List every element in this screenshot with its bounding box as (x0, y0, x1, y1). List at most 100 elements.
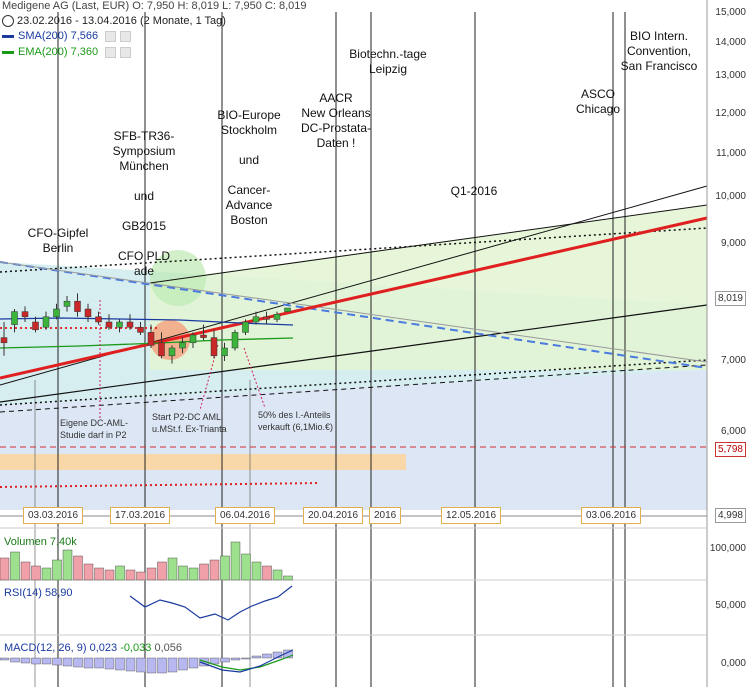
trend-line-dotted (0, 227, 708, 273)
lower-dotted (0, 482, 321, 488)
settings-icon[interactable] (105, 30, 117, 42)
volume-bar (62, 549, 73, 581)
y-tick: 9,000 (720, 238, 746, 249)
legend-ema[interactable]: EMA(200) 7,360 (2, 46, 132, 58)
macd-bar (251, 655, 262, 659)
annotation-cfo: CFO-Gipfel Berlin (27, 226, 89, 255)
macd-bar (241, 657, 251, 660)
volume-bar (41, 567, 52, 581)
macd-bar (230, 657, 241, 661)
candle-body (273, 313, 281, 320)
trend-line-dashed (0, 364, 708, 413)
downtrend-line (0, 261, 708, 369)
candle-body (158, 342, 165, 357)
macd-legend[interactable]: MACD(12, 26, 9) 0,023 -0,033 0,056 (4, 642, 182, 654)
macd-bar (199, 657, 209, 667)
date-range-text: 23.02.2016 - 13.04.2016 (2 Monate, 1 Tag… (17, 15, 226, 27)
volume-bar (199, 563, 209, 581)
y-tick: 15,000 (715, 7, 746, 18)
macd-bar (136, 657, 146, 673)
candle-body (189, 334, 197, 344)
support-band (0, 454, 406, 470)
annotation-biotech: Biotechn.-tage Leipzig (349, 47, 427, 76)
volume-bar (52, 559, 62, 581)
volume-bar (94, 567, 104, 581)
macd-value-2: -0,033 (120, 642, 152, 654)
annotation-bioeurope: BIO-Europe Stockholm und Cancer- Advance… (217, 108, 281, 227)
volume-bar (20, 561, 31, 581)
macd-bar (83, 657, 94, 669)
resistance-circle (150, 250, 206, 306)
volume-bar (262, 565, 272, 581)
close-icon[interactable] (120, 30, 132, 42)
annotation-sold: 50% des I.-Anteils verkauft (6,1Mio.€) (258, 410, 334, 432)
date-label: 06.04.2016 (215, 507, 276, 524)
candle-body (32, 321, 39, 331)
candle-body (42, 316, 50, 328)
channel-fill-green (150, 205, 707, 370)
date-range: 23.02.2016 - 13.04.2016 (2 Monate, 1 Tag… (2, 15, 226, 28)
volume-bar (178, 565, 188, 581)
annotation-p2: Start P2-DC AML u.MSt.f. Ex-Trianta (152, 412, 227, 434)
volume-bar (230, 541, 241, 581)
channel-line (0, 261, 708, 363)
macd-bar (167, 657, 178, 673)
trend-line (0, 304, 708, 403)
volume-axis: 100,000 (709, 543, 746, 554)
date-label: 03.06.2016 (581, 507, 642, 524)
macd-bar (73, 657, 83, 668)
macd-bar (41, 657, 52, 665)
candle-body (84, 308, 92, 318)
volume-bar (0, 557, 10, 581)
volume-legend[interactable]: Volumen 7,40k (4, 536, 77, 548)
legend-sma[interactable]: SMA(200) 7,566 (2, 30, 132, 42)
ema-value: 7,360 (70, 46, 99, 58)
candle-body (74, 300, 81, 312)
chart-title: Medigene AG (Last, EUR) O: 7,950 H: 8,01… (2, 0, 307, 12)
volume-bar (31, 565, 41, 581)
rsi-line (129, 585, 293, 621)
volume-label: Volumen (4, 536, 47, 548)
candle-body (137, 326, 144, 333)
sma-value: 7,566 (70, 30, 99, 42)
volume-bar (10, 551, 20, 581)
candle-body (263, 316, 270, 320)
macd-value-3: 0,056 (154, 642, 182, 654)
trend-line-dotted (0, 359, 708, 406)
pointer-line (243, 347, 266, 409)
annotation-aacr: AACR New Orleans DC-Prostata- Daten ! (300, 91, 371, 150)
annotation-dcaml: Eigene DC-AML- Studie darf in P2 (60, 418, 129, 440)
volume-value: 7,40k (49, 536, 77, 548)
candle-body (168, 347, 176, 357)
volume-bar (157, 561, 167, 581)
candle-body (53, 308, 60, 318)
annotation-q1: Q1-2016 (450, 184, 498, 198)
volume-bar (73, 555, 83, 581)
settings-icon[interactable] (105, 46, 117, 58)
pointer-line (199, 344, 219, 411)
close-icon[interactable] (120, 46, 132, 58)
volume-bar (125, 569, 136, 581)
volume-bar (167, 557, 178, 581)
macd-bar (115, 657, 125, 671)
y-tick: 11,000 (716, 148, 746, 159)
date-label: 2016 (369, 507, 402, 524)
rsi-legend[interactable]: RSI(14) 58,90 (4, 587, 73, 599)
low-price-tag: 4,998 (714, 508, 746, 523)
macd-value-1: 0,023 (89, 642, 118, 654)
ema-trend-line (0, 216, 708, 380)
volume-bar (83, 563, 94, 581)
volume-bar (283, 575, 293, 581)
candle-body (11, 311, 18, 325)
candle-body (242, 321, 249, 333)
volume-bar (209, 559, 220, 581)
rsi-value: 58,90 (44, 587, 73, 599)
volume-bar (220, 555, 230, 581)
sma-swatch (2, 34, 14, 38)
volume-bar (241, 553, 251, 581)
y-tick: 6,000 (720, 426, 746, 437)
candle-body (252, 316, 260, 323)
rsi-label: RSI(14) (4, 587, 42, 599)
